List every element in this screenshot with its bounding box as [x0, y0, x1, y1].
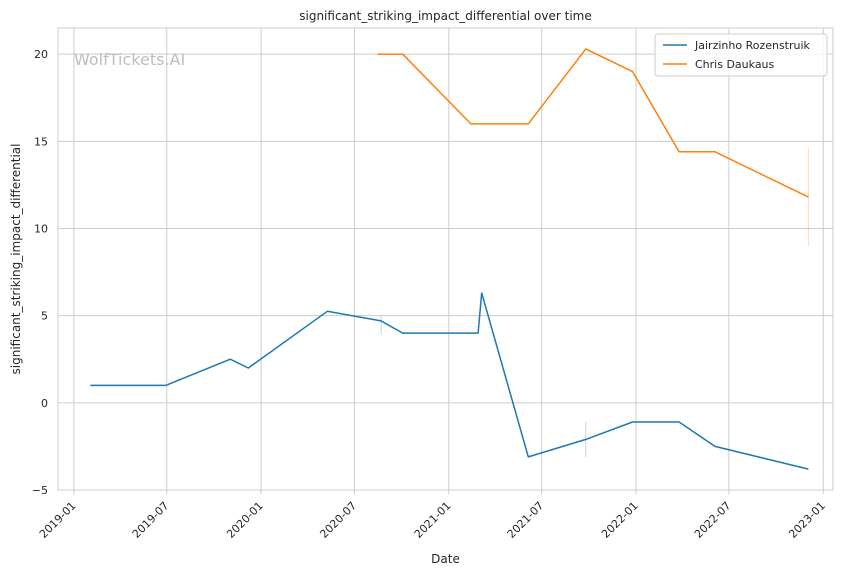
watermark: WolfTickets.AI	[74, 50, 185, 69]
series-line-daukaus	[377, 48, 809, 198]
plot-frame	[57, 27, 834, 491]
legend: Jairzinho Rozenstruik Chris Daukaus	[654, 33, 828, 77]
legend-label-daukaus: Chris Daukaus	[695, 58, 775, 71]
x-axis-label: Date	[431, 552, 460, 566]
y-tick-label: 5	[41, 310, 48, 323]
y-axis-label: significant_striking_impact_differential	[9, 144, 23, 375]
y-tick-label: −5	[32, 484, 48, 497]
legend-box	[654, 33, 828, 77]
y-tick-label: 15	[34, 135, 48, 148]
legend-label-jairzinho: Jairzinho Rozenstruik	[694, 39, 811, 52]
series-layer	[90, 48, 809, 470]
chart-title: significant_striking_impact_differential…	[299, 9, 591, 23]
y-tick-label: 0	[41, 397, 48, 410]
y-tick-label: 10	[34, 222, 48, 235]
series-line-jairzinho	[90, 292, 809, 470]
y-tick-label: 20	[34, 48, 48, 61]
